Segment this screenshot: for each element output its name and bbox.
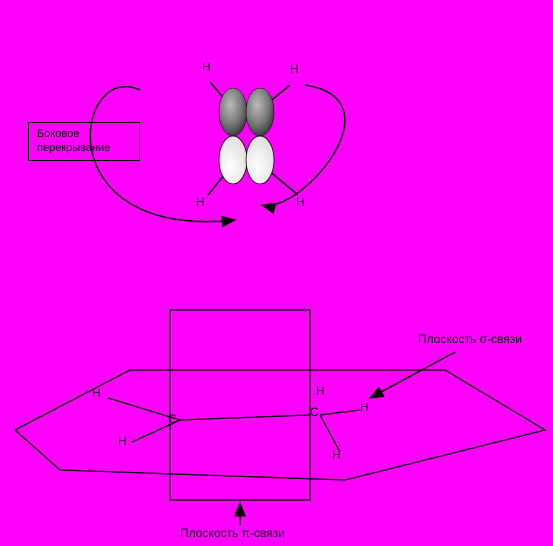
lateral-overlap-box: Боковое перекрывание: [28, 122, 140, 161]
h-label: H: [296, 195, 305, 209]
orbital-lobe-bottom: [219, 136, 247, 184]
h-label: H: [332, 448, 341, 462]
box-line1: Боковое: [37, 127, 131, 141]
c-label: C: [310, 405, 319, 419]
box-line2: перекрывание: [37, 141, 131, 155]
h-label: H: [290, 62, 299, 76]
h-label: H: [92, 386, 101, 400]
orbital-lobe-top: [246, 88, 274, 136]
pi-plane-label: Плоскость π-связи: [180, 526, 285, 540]
diagram-canvas: [0, 0, 553, 546]
orbital-lobe-top: [219, 88, 247, 136]
orbital-lobe-bottom: [246, 136, 274, 184]
h-label: H: [360, 400, 369, 414]
sigma-plane-label: Плоскость σ-связи: [418, 332, 522, 346]
h-label: H: [118, 434, 127, 448]
h-label: H: [196, 195, 205, 209]
c-label: C: [168, 412, 177, 426]
h-label: H: [316, 384, 325, 398]
background: [0, 0, 553, 546]
h-label: H: [202, 60, 211, 74]
